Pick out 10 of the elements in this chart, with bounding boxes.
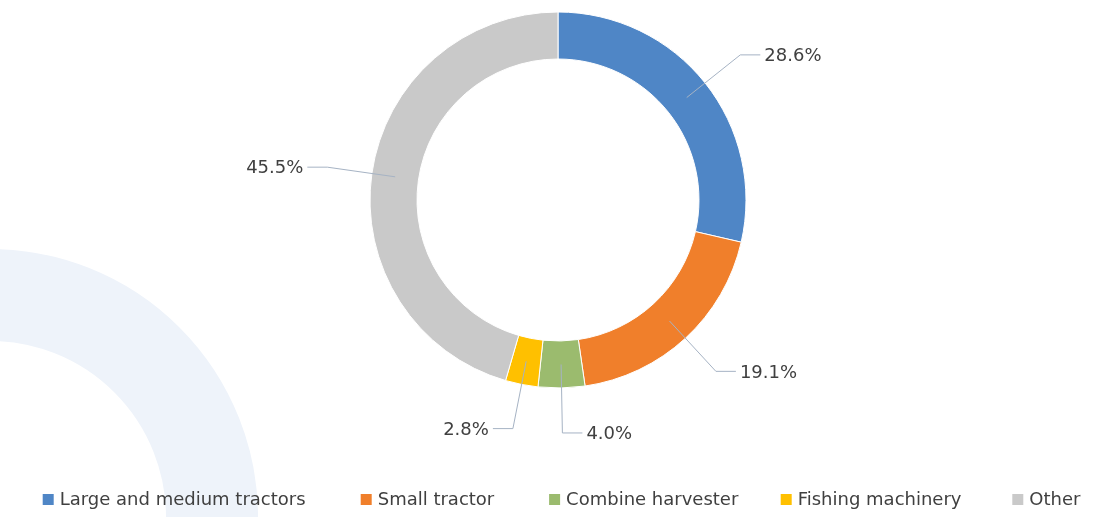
data-label: 4.0% <box>586 422 633 444</box>
legend-label: Other <box>1029 488 1082 509</box>
data-label: 45.5% <box>246 156 304 178</box>
legend-label: Small tractor <box>377 488 495 509</box>
legend-label: Large and medium tractors <box>59 488 306 509</box>
legend-label: Fishing machinery <box>797 488 962 509</box>
data-label: 28.6% <box>764 44 822 66</box>
data-label: 19.1% <box>739 360 798 382</box>
data-label: 2.8% <box>443 417 489 439</box>
legend-label: Combine harvester <box>566 488 739 509</box>
